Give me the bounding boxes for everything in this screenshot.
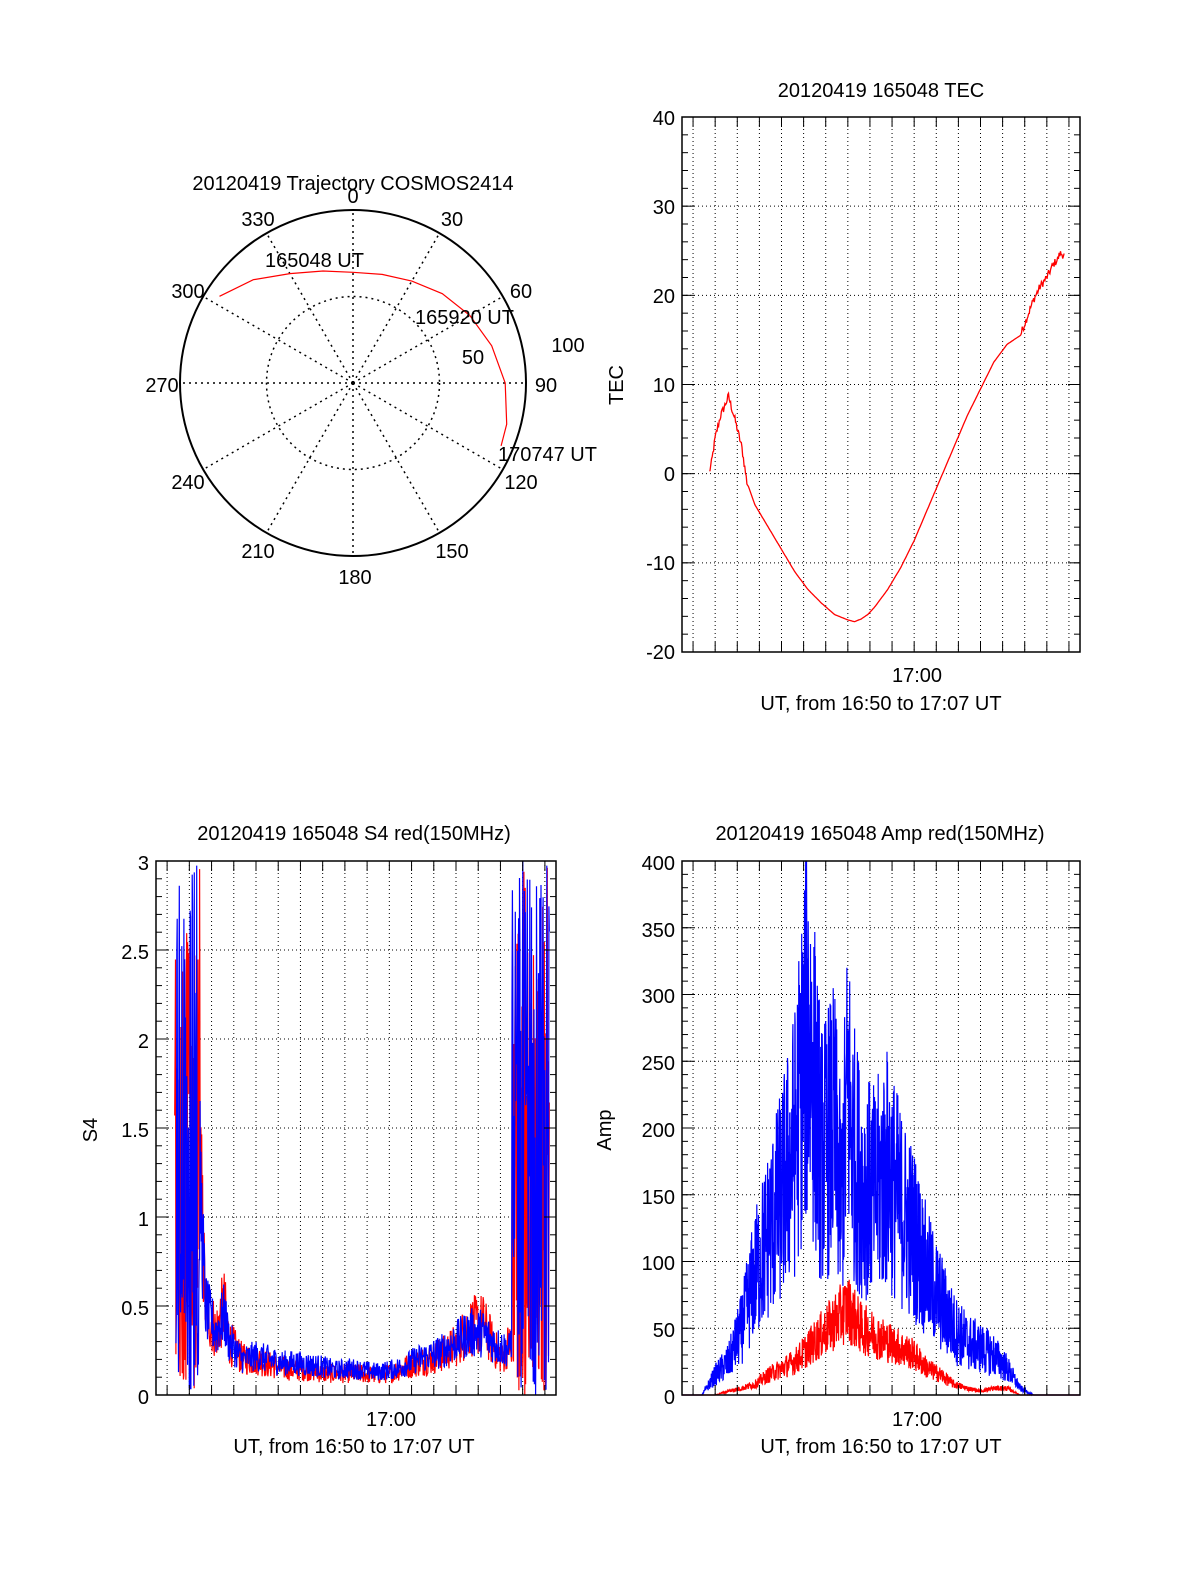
polar-spoke: [352, 295, 504, 384]
y-tick-label: 20: [653, 286, 675, 308]
y-tick-label: 0: [664, 1387, 675, 1409]
tec-title: 20120419 165048 TEC: [778, 80, 984, 102]
y-tick-label: 40: [653, 108, 675, 130]
y-tick-label: 150: [642, 1187, 675, 1209]
y-tick-label: 100: [642, 1253, 675, 1275]
azimuth-label: 300: [171, 281, 204, 303]
amp-grid: [682, 861, 1080, 1395]
polar-azimuth-labels: 0 30 60 90 120 150 180 210 240 270 300 3…: [145, 186, 557, 589]
azimuth-label: 150: [435, 541, 468, 563]
y-tick-label: 1: [138, 1209, 149, 1231]
tec-panel: 20120419 165048 TEC -20 -10 0 10 20 30 4…: [606, 80, 1081, 715]
tec-series-line: [709, 251, 1065, 623]
polar-spoke: [352, 232, 441, 384]
s4-ticks: [156, 860, 556, 1396]
azimuth-label: 210: [241, 541, 274, 563]
y-tick-label: 2.5: [121, 942, 149, 964]
polar-inner-ring: [265, 295, 441, 471]
y-tick-label: -20: [646, 642, 675, 664]
time-label-mid: 165920 UT: [415, 307, 514, 329]
amp-panel: 20120419 165048 Amp red(150MHz) 0 50 100…: [594, 823, 1081, 1458]
s4-xlabel: UT, from 16:50 to 17:07 UT: [233, 1436, 474, 1458]
tec-xlabel: UT, from 16:50 to 17:07 UT: [760, 693, 1001, 715]
x-tick-label: 17:00: [892, 665, 942, 687]
y-tick-label: 3: [138, 853, 149, 875]
x-tick-label: 17:00: [892, 1409, 942, 1431]
s4-grid: [156, 861, 556, 1395]
amp-blue-series-line: [682, 860, 1080, 1397]
polar-spoke: [265, 382, 354, 534]
azimuth-label: 30: [441, 209, 463, 231]
y-tick-label: 0: [138, 1387, 149, 1409]
azimuth-label: 330: [241, 209, 274, 231]
y-tick-label: 50: [653, 1320, 675, 1342]
radial-label: 50: [462, 347, 484, 369]
tec-ticks: [682, 116, 1080, 653]
polar-panel: 20120419 Trajectory COSMOS2414 0 30 60 9…: [145, 173, 597, 589]
azimuth-label: 240: [171, 472, 204, 494]
y-tick-label: 400: [642, 853, 675, 875]
time-label-start: 165048 UT: [265, 250, 364, 272]
y-tick-label: 1.5: [121, 1120, 149, 1142]
polar-title: 20120419 Trajectory COSMOS2414: [192, 173, 513, 195]
radial-label: 100: [551, 335, 584, 357]
polar-spoke: [352, 382, 504, 471]
amp-title: 20120419 165048 Amp red(150MHz): [715, 823, 1044, 845]
amp-ylabel: Amp: [594, 1109, 616, 1150]
y-tick-label: 200: [642, 1120, 675, 1142]
s4-ylabel: S4: [80, 1118, 102, 1142]
azimuth-label: 270: [145, 375, 178, 397]
azimuth-label: 90: [535, 375, 557, 397]
polar-spokes: [180, 210, 526, 556]
polar-rings: [179, 209, 527, 557]
polar-outer-ring: [179, 209, 527, 557]
y-tick-label: 30: [653, 197, 675, 219]
polar-spoke: [202, 382, 354, 471]
azimuth-label: 0: [347, 186, 358, 208]
azimuth-label: 180: [338, 567, 371, 589]
polar-spoke: [352, 382, 441, 534]
time-label-end: 170747 UT: [498, 444, 597, 466]
y-tick-label: 0: [664, 464, 675, 486]
y-tick-label: 250: [642, 1053, 675, 1075]
s4-title: 20120419 165048 S4 red(150MHz): [197, 823, 511, 845]
tec-y-tick-labels: -20 -10 0 10 20 30 40: [646, 108, 675, 664]
polar-spoke: [265, 232, 354, 384]
y-tick-label: 0.5: [121, 1298, 149, 1320]
azimuth-label: 60: [510, 281, 532, 303]
x-tick-label: 17:00: [366, 1409, 416, 1431]
amp-ticks: [682, 860, 1080, 1396]
s4-panel: 20120419 165048 S4 red(150MHz) 0 0.5 1 1…: [80, 823, 557, 1458]
tec-plot-frame: [681, 116, 1081, 653]
tec-grid: [682, 117, 1080, 652]
polar-spoke: [202, 295, 354, 384]
y-tick-label: 300: [642, 986, 675, 1008]
y-tick-label: 350: [642, 920, 675, 942]
y-tick-label: 2: [138, 1031, 149, 1053]
amp-y-tick-labels: 0 50 100 150 200 250 300 350 400: [642, 853, 675, 1409]
s4-red-series-line: [174, 867, 550, 1395]
amp-red-series-line: [682, 1279, 1080, 1396]
trajectory-line: [219, 270, 508, 447]
amp-xlabel: UT, from 16:50 to 17:07 UT: [760, 1436, 1001, 1458]
y-tick-label: -10: [646, 553, 675, 575]
s4-blue-series-line: [175, 861, 550, 1395]
tec-ylabel: TEC: [606, 365, 628, 405]
azimuth-label: 120: [504, 472, 537, 494]
s4-y-tick-labels: 0 0.5 1 1.5 2 2.5 3: [121, 853, 149, 1409]
y-tick-label: 10: [653, 375, 675, 397]
